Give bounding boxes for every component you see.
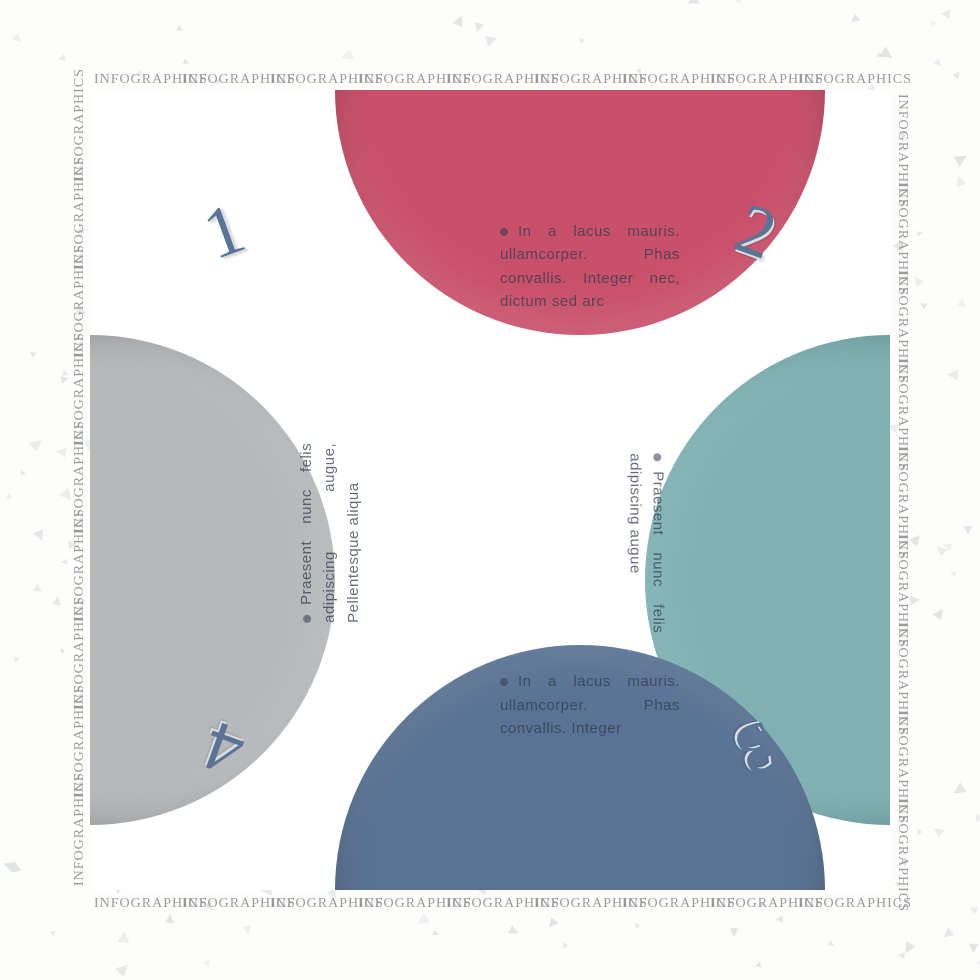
bullet-icon xyxy=(653,453,661,461)
infographic-frame: In a lacus mauris. ullamcorper. Phas con… xyxy=(90,90,890,890)
segment-text: In a lacus mauris. ullamcorper. Phas con… xyxy=(500,223,680,310)
bullet-icon xyxy=(500,678,508,686)
segment-bottom-text: In a lacus mauris. ullamcorper. Phas con… xyxy=(500,670,680,740)
segment-right-text: Praesent nunc felis adipiscing augue xyxy=(623,453,670,633)
bullet-icon xyxy=(303,615,311,623)
bullet-icon xyxy=(500,228,508,236)
border-word: INFOGRAPHICS xyxy=(798,72,912,88)
segment-text: Praesent nunc felis adipiscing augue xyxy=(626,453,666,633)
segment-text: Praesent nunc felis adipiscing augue, Pe… xyxy=(298,443,362,623)
segment-top-text: In a lacus mauris. ullamcorper. Phas con… xyxy=(500,220,680,313)
segment-text: In a lacus mauris. ullamcorper. Phas con… xyxy=(500,673,680,737)
border-word: INFOGRAPHICS xyxy=(72,68,88,182)
segment-left-text: Praesent nunc felis adipiscing augue, Pe… xyxy=(295,443,365,623)
border-word: INFOGRAPHICS xyxy=(894,798,910,912)
